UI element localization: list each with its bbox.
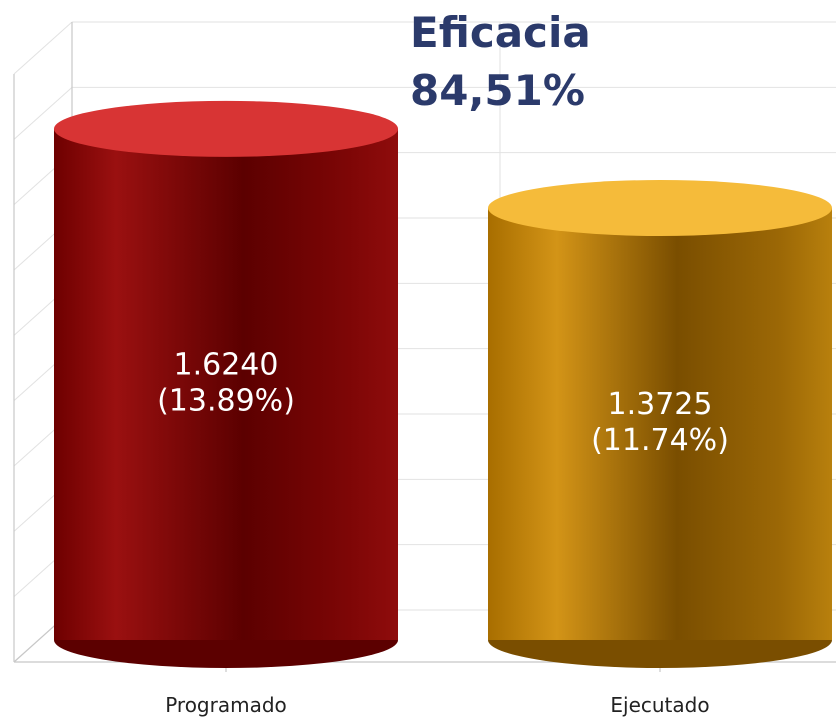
data-label-percent: (13.89%) bbox=[157, 383, 295, 418]
side-wall-gridline bbox=[13, 86, 73, 140]
x-tick-label: Programado bbox=[165, 693, 287, 717]
chart-title: Eficacia bbox=[410, 8, 591, 57]
bar-ejecutado bbox=[488, 180, 832, 668]
bar-programado bbox=[54, 100, 398, 668]
bars bbox=[54, 100, 832, 668]
bar-top bbox=[488, 180, 832, 237]
side-wall-gridline bbox=[13, 21, 73, 75]
data-label-percent: (11.74%) bbox=[591, 423, 729, 458]
bar-body bbox=[488, 208, 832, 640]
data-label-value: 1.3725 bbox=[608, 387, 713, 422]
bar-top bbox=[54, 100, 398, 157]
bar-body bbox=[54, 128, 398, 640]
data-label-value: 1.6240 bbox=[174, 347, 279, 382]
x-tick-label: Ejecutado bbox=[610, 693, 709, 717]
chart-subtitle: 84,51% bbox=[410, 66, 585, 115]
labels: 1.6240(13.89%) Programado 1.3725(11.74%) Ej… bbox=[157, 347, 729, 717]
